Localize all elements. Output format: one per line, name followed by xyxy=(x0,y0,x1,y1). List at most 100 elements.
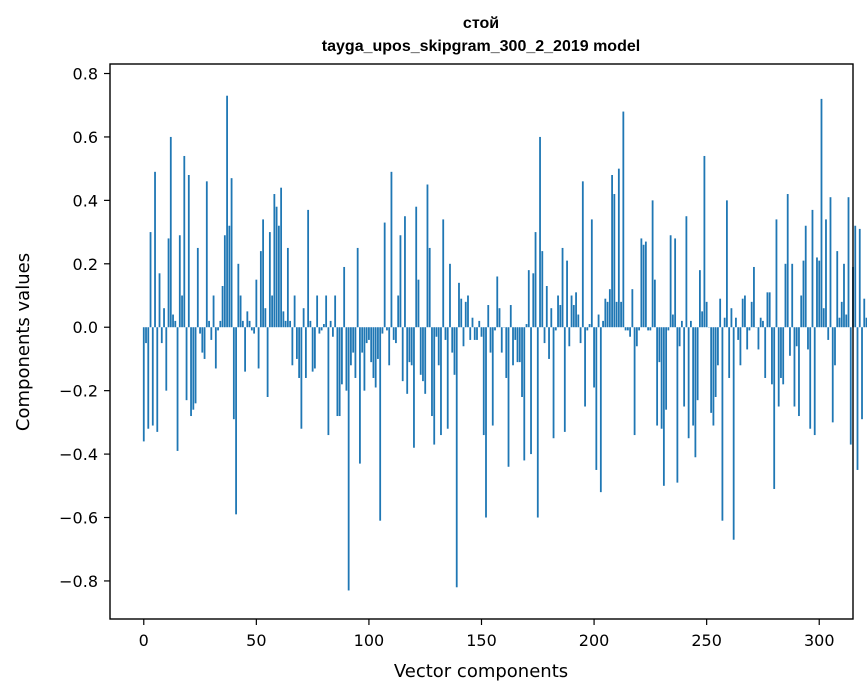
bar-247 xyxy=(699,270,701,328)
bar-154 xyxy=(489,327,492,353)
y-tick-label: 0.2 xyxy=(73,255,98,274)
bar-200 xyxy=(593,327,595,388)
bar-97 xyxy=(361,327,364,353)
x-tick-label: 200 xyxy=(579,631,610,650)
bar-276 xyxy=(764,327,767,378)
bar-82 xyxy=(327,327,330,436)
bar-252 xyxy=(710,327,713,413)
bar-36 xyxy=(223,235,226,328)
bar-311 xyxy=(843,263,845,328)
bar-52 xyxy=(259,251,262,328)
bar-253 xyxy=(712,327,715,426)
bar-87 xyxy=(338,327,341,417)
bar-28 xyxy=(205,181,208,328)
bar-256 xyxy=(719,298,722,328)
bar-165 xyxy=(514,327,517,340)
bar-158 xyxy=(498,308,501,328)
bar-68 xyxy=(295,327,298,359)
bar-94 xyxy=(354,327,357,378)
bar-245 xyxy=(694,327,697,458)
bar-204 xyxy=(602,320,604,328)
bar-241 xyxy=(685,216,688,328)
bar-293 xyxy=(802,260,805,328)
bar-14 xyxy=(174,320,177,328)
bar-12 xyxy=(169,136,172,328)
bar-164 xyxy=(512,327,514,366)
bar-288 xyxy=(791,263,794,328)
bar-46 xyxy=(246,311,249,328)
bar-162 xyxy=(507,327,510,467)
bar-66 xyxy=(291,327,294,366)
bar-78 xyxy=(318,327,321,334)
bar-40 xyxy=(232,327,235,420)
bar-157 xyxy=(496,276,499,328)
bar-32 xyxy=(214,327,217,369)
bar-185 xyxy=(559,305,562,328)
bar-139 xyxy=(455,327,458,588)
bar-60 xyxy=(277,225,280,328)
bar-231 xyxy=(662,327,665,486)
bar-257 xyxy=(721,327,724,521)
bar-93 xyxy=(352,327,355,353)
bar-159 xyxy=(500,327,503,353)
bar-312 xyxy=(845,314,848,328)
bar-189 xyxy=(568,327,571,347)
bar-86 xyxy=(336,327,339,417)
bar-274 xyxy=(759,317,762,328)
bar-67 xyxy=(293,295,296,328)
bar-105 xyxy=(379,327,382,521)
bar-246 xyxy=(696,327,699,401)
bar-112 xyxy=(395,327,397,344)
bar-118 xyxy=(408,327,411,363)
bar-264 xyxy=(737,327,740,340)
bar-268 xyxy=(746,327,749,350)
y-tick-label: −0.8 xyxy=(59,572,98,591)
bar-106 xyxy=(381,327,384,334)
bar-150 xyxy=(480,327,483,337)
bar-155 xyxy=(491,327,494,426)
bar-107 xyxy=(383,222,386,328)
y-tick-label: −0.4 xyxy=(59,445,98,464)
bar-129 xyxy=(433,327,436,445)
bar-0 xyxy=(142,327,145,442)
bar-70 xyxy=(300,327,303,429)
y-tick-label: 0.6 xyxy=(73,128,98,147)
bar-199 xyxy=(590,219,593,328)
bar-102 xyxy=(372,327,375,378)
bar-262 xyxy=(732,327,735,540)
bar-13 xyxy=(172,314,174,328)
bar-306 xyxy=(831,327,834,423)
bar-163 xyxy=(509,305,512,328)
bar-195 xyxy=(581,181,584,328)
bar-215 xyxy=(626,327,629,331)
bar-284 xyxy=(782,327,785,385)
bar-295 xyxy=(807,327,809,350)
bar-167 xyxy=(518,327,521,363)
bar-123 xyxy=(419,327,422,375)
bar-137 xyxy=(451,327,454,353)
bar-54 xyxy=(264,308,267,328)
bar-320 xyxy=(863,298,866,328)
bar-202 xyxy=(597,314,600,328)
bar-273 xyxy=(757,327,760,350)
bar-178 xyxy=(543,327,546,344)
bar-37 xyxy=(226,95,228,328)
bar-242 xyxy=(687,327,690,439)
bar-250 xyxy=(705,301,708,328)
x-tick-label: 0 xyxy=(139,631,149,650)
bar-177 xyxy=(541,251,544,328)
y-axis-label: Components values xyxy=(13,253,34,431)
bar-307 xyxy=(834,327,836,366)
bar-104 xyxy=(377,327,379,359)
bar-254 xyxy=(714,327,717,397)
bar-212 xyxy=(620,301,622,328)
bar-84 xyxy=(332,327,334,337)
bar-4 xyxy=(151,327,154,426)
bar-292 xyxy=(800,295,803,328)
bar-119 xyxy=(410,327,413,366)
x-tick-label: 300 xyxy=(804,631,835,650)
bar-120 xyxy=(413,327,415,448)
y-axis-ticks: −0.8 −0.6 −0.4 −0.2 0.0 0.2 0.4 0.6 0.8 xyxy=(59,65,110,591)
bar-140 xyxy=(458,282,460,328)
